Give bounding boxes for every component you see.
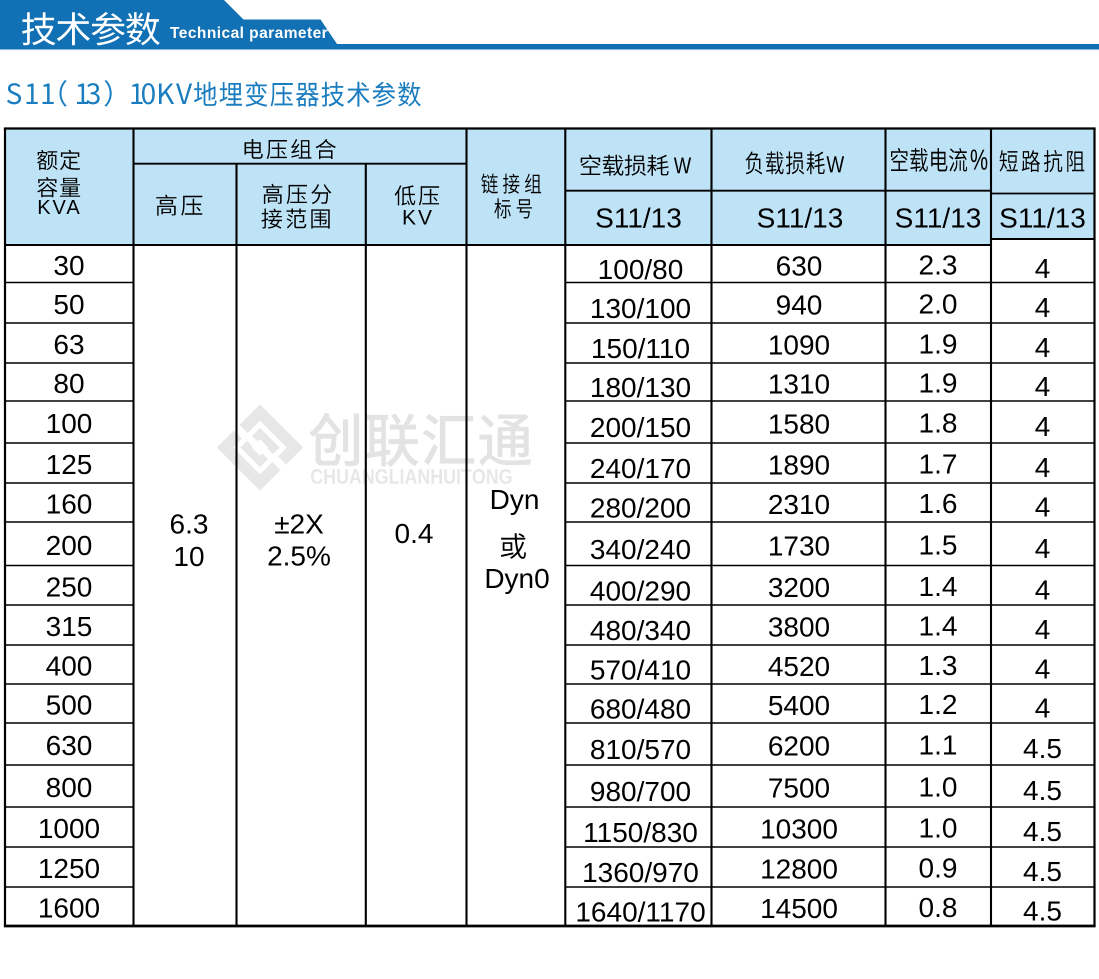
- svg-text:4520: 4520: [768, 651, 830, 682]
- svg-text:940: 940: [776, 290, 823, 321]
- svg-text:S11/13: S11/13: [757, 203, 844, 234]
- svg-text:4.5: 4.5: [1023, 816, 1062, 847]
- svg-text:2.3: 2.3: [919, 250, 958, 281]
- svg-text:4: 4: [1035, 411, 1051, 442]
- svg-text:0.9: 0.9: [919, 853, 958, 884]
- svg-text:4: 4: [1035, 492, 1051, 523]
- svg-text:800: 800: [46, 772, 93, 803]
- svg-text:1.5: 1.5: [919, 530, 958, 561]
- svg-text:400/290: 400/290: [590, 576, 691, 607]
- svg-text:680/480: 680/480: [590, 694, 691, 725]
- svg-text:4.5: 4.5: [1023, 896, 1062, 927]
- svg-text:1890: 1890: [768, 450, 830, 481]
- svg-text:630: 630: [776, 251, 823, 282]
- svg-text:2.0: 2.0: [919, 289, 958, 320]
- svg-text:125: 125: [46, 449, 93, 480]
- svg-text:1250: 1250: [38, 853, 100, 884]
- svg-text:1.7: 1.7: [919, 449, 958, 480]
- svg-text:130/100: 130/100: [590, 293, 691, 324]
- svg-text:1.4: 1.4: [919, 611, 958, 642]
- svg-text:1640/1170: 1640/1170: [575, 897, 705, 928]
- svg-text:S11/13: S11/13: [595, 203, 682, 234]
- svg-text:4.5: 4.5: [1023, 775, 1062, 806]
- svg-text:1.6: 1.6: [919, 488, 958, 519]
- svg-text:180/130: 180/130: [590, 372, 691, 403]
- svg-text:50: 50: [53, 289, 84, 320]
- svg-text:630: 630: [46, 730, 93, 761]
- svg-text:4.5: 4.5: [1023, 856, 1062, 887]
- svg-text:63: 63: [53, 329, 84, 360]
- svg-text:1600: 1600: [38, 893, 100, 924]
- svg-text:150/110: 150/110: [591, 333, 690, 364]
- svg-text:80: 80: [53, 368, 84, 399]
- svg-text:1000: 1000: [38, 813, 100, 844]
- svg-text:100: 100: [46, 408, 93, 439]
- svg-text:0.4: 0.4: [395, 518, 434, 549]
- svg-text:5400: 5400: [768, 690, 830, 721]
- svg-text:1360/970: 1360/970: [582, 857, 699, 888]
- svg-text:30: 30: [53, 250, 84, 281]
- svg-text:100/80: 100/80: [598, 254, 684, 285]
- svg-text:1310: 1310: [768, 369, 830, 400]
- svg-text:1.8: 1.8: [919, 408, 958, 439]
- svg-text:6200: 6200: [768, 731, 830, 762]
- svg-text:10: 10: [173, 541, 204, 572]
- svg-text:500: 500: [46, 690, 93, 721]
- svg-text:280/200: 280/200: [590, 493, 691, 524]
- svg-text:1.9: 1.9: [919, 329, 958, 360]
- svg-text:4: 4: [1035, 332, 1051, 363]
- svg-text:1.9: 1.9: [919, 368, 958, 399]
- svg-text:315: 315: [46, 611, 93, 642]
- svg-text:400: 400: [46, 651, 93, 682]
- svg-text:1150/830: 1150/830: [583, 817, 698, 848]
- svg-text:1.3: 1.3: [919, 650, 958, 681]
- svg-text:0.8: 0.8: [919, 892, 958, 923]
- svg-text:3200: 3200: [768, 572, 830, 603]
- svg-text:4.5: 4.5: [1023, 733, 1062, 764]
- svg-text:4: 4: [1035, 533, 1051, 564]
- svg-text:4: 4: [1035, 575, 1051, 606]
- svg-text:3800: 3800: [768, 612, 830, 643]
- svg-text:1.1: 1.1: [919, 730, 958, 761]
- svg-text:810/570: 810/570: [590, 734, 691, 765]
- svg-text:1.0: 1.0: [919, 813, 958, 844]
- svg-text:200: 200: [46, 530, 93, 561]
- svg-text:1.0: 1.0: [919, 772, 958, 803]
- svg-text:Dyn0: Dyn0: [484, 563, 549, 594]
- svg-text:1.2: 1.2: [919, 689, 958, 720]
- svg-text:480/340: 480/340: [590, 615, 691, 646]
- svg-text:Dyn: Dyn: [490, 484, 540, 515]
- svg-text:2.5%: 2.5%: [267, 541, 331, 572]
- svg-text:10300: 10300: [760, 814, 838, 845]
- svg-text:570/410: 570/410: [590, 655, 691, 686]
- svg-text:6.3: 6.3: [170, 508, 209, 539]
- svg-text:4: 4: [1035, 371, 1051, 402]
- svg-text:4: 4: [1035, 654, 1051, 685]
- svg-text:S11/13: S11/13: [999, 203, 1086, 234]
- svg-text:7500: 7500: [768, 773, 830, 804]
- svg-text:1.4: 1.4: [919, 571, 958, 602]
- svg-text:±2X: ±2X: [274, 509, 324, 540]
- svg-text:4: 4: [1035, 693, 1051, 724]
- svg-text:S11/13: S11/13: [895, 203, 982, 234]
- svg-text:12800: 12800: [760, 854, 838, 885]
- svg-text:4: 4: [1035, 614, 1051, 645]
- svg-text:KVA: KVA: [37, 197, 82, 219]
- svg-text:160: 160: [46, 489, 93, 520]
- svg-text:980/700: 980/700: [590, 776, 691, 807]
- svg-text:200/150: 200/150: [590, 412, 691, 443]
- svg-text:4: 4: [1035, 253, 1051, 284]
- svg-text:250: 250: [46, 572, 93, 603]
- svg-text:14500: 14500: [760, 893, 838, 924]
- svg-text:1090: 1090: [768, 330, 830, 361]
- svg-text:240/170: 240/170: [590, 453, 691, 484]
- svg-text:1580: 1580: [768, 409, 830, 440]
- svg-text:KV: KV: [402, 207, 434, 230]
- svg-text:Technical parameter: Technical parameter: [170, 25, 328, 42]
- svg-text:340/240: 340/240: [590, 534, 691, 565]
- svg-text:4: 4: [1035, 452, 1051, 483]
- svg-text:2310: 2310: [768, 489, 830, 520]
- svg-text:1730: 1730: [768, 531, 830, 562]
- svg-text:4: 4: [1035, 292, 1051, 323]
